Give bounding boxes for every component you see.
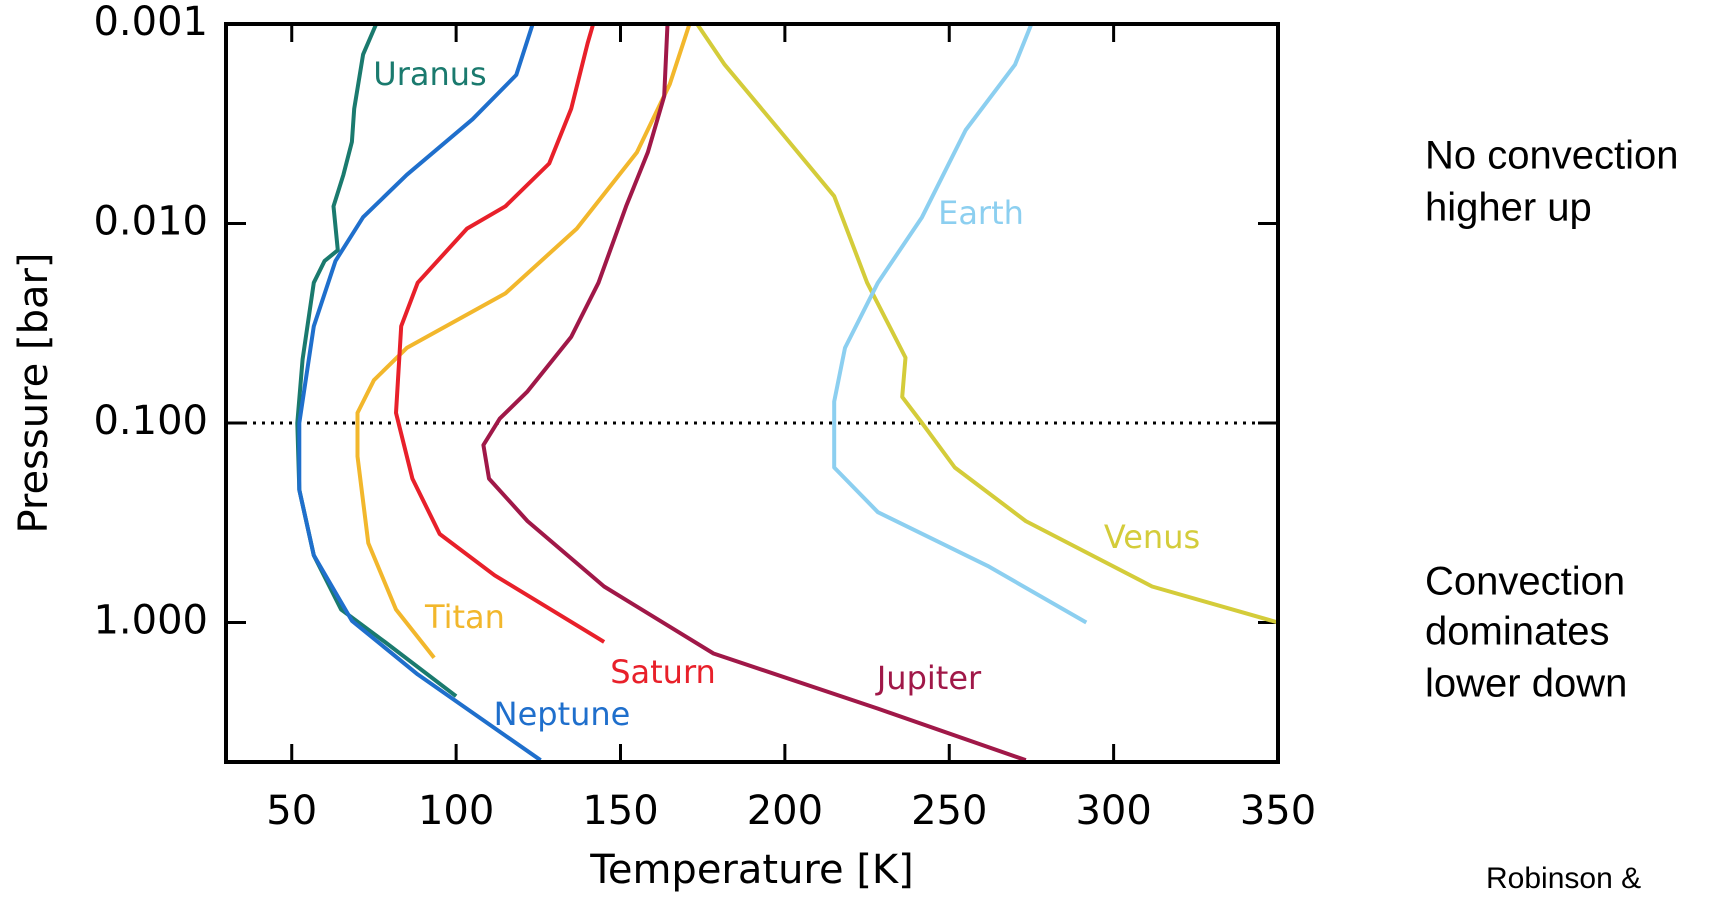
x-tick-label: 300	[1075, 788, 1151, 834]
series-line	[832, 23, 1088, 625]
series-line	[355, 23, 692, 659]
annotation: Robinson &	[1486, 862, 1641, 895]
series-line	[481, 23, 1027, 763]
x-tick-label: 200	[747, 788, 823, 834]
y-tick-label: 1.000	[93, 598, 208, 644]
series-label: Jupiter	[875, 659, 982, 697]
annotation: dominates	[1425, 610, 1610, 654]
x-tick-label: 100	[418, 788, 494, 834]
series-label: Uranus	[373, 55, 486, 93]
series-label: Earth	[938, 194, 1024, 232]
series-line	[297, 23, 542, 762]
y-tick-label: 0.100	[93, 398, 208, 444]
y-tick-label: 0.001	[93, 0, 208, 45]
series-line	[295, 23, 458, 698]
series-label: Saturn	[610, 653, 716, 691]
x-tick-label: 150	[582, 788, 658, 834]
x-tick-label: 350	[1240, 788, 1316, 834]
annotation: No convection	[1425, 134, 1678, 178]
annotation: Convection	[1425, 560, 1625, 604]
x-tick-label: 50	[266, 788, 317, 834]
annotation: higher up	[1425, 186, 1592, 230]
series-line	[394, 23, 606, 644]
x-axis-title: Temperature [K]	[589, 847, 914, 893]
series-line	[695, 22, 1279, 625]
plot-frame	[224, 22, 1280, 764]
series-label: Titan	[424, 598, 505, 636]
y-tick-label: 0.010	[93, 199, 208, 245]
y-axis-title: Pressure [bar]	[11, 252, 57, 533]
series-label: Neptune	[494, 695, 631, 733]
x-tick-label: 250	[911, 788, 987, 834]
annotation: lower down	[1425, 662, 1627, 706]
series-label: Venus	[1104, 518, 1200, 556]
